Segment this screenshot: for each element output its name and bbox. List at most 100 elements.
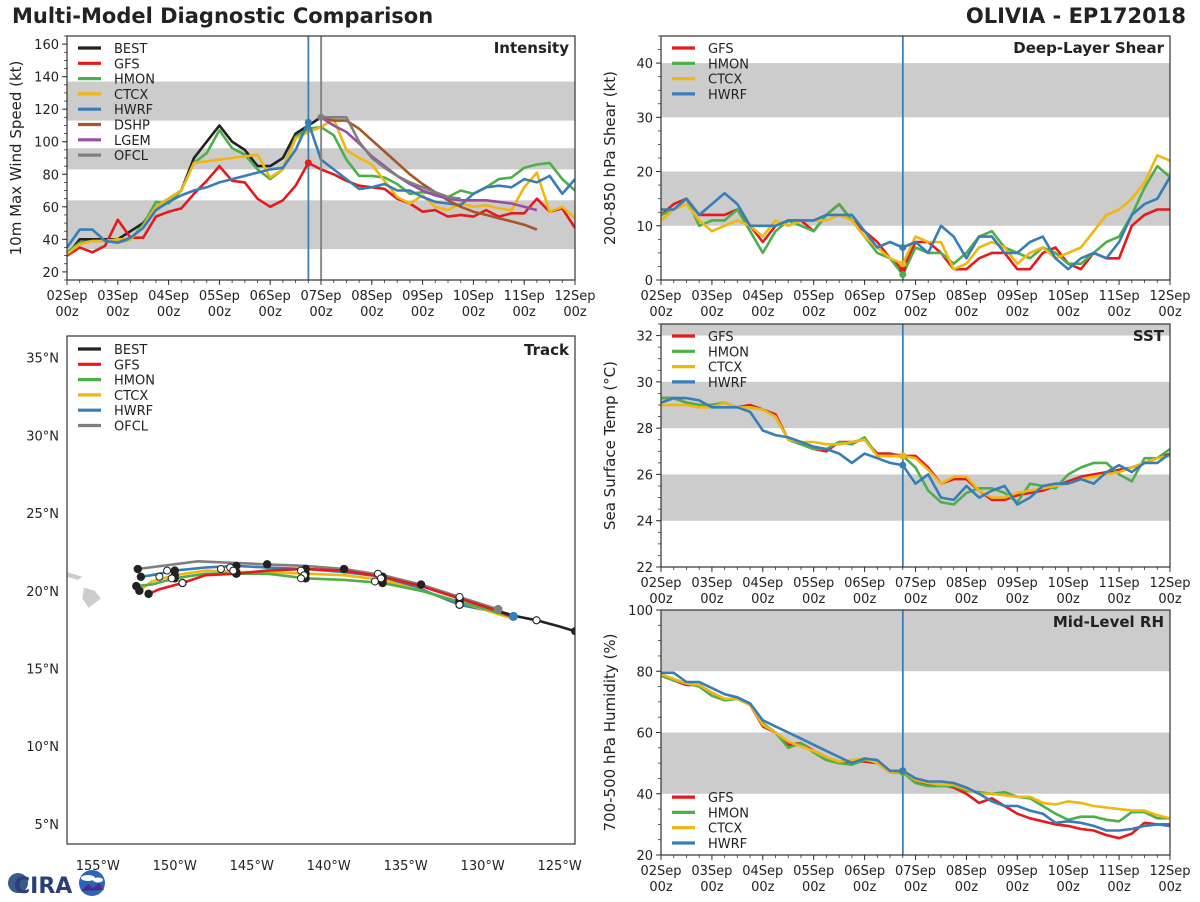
x-tick-hour: 00z: [802, 592, 826, 607]
x-tick-hour: 00z: [853, 880, 877, 895]
init-marker-hwrf: [304, 118, 312, 126]
legend-item-hmon: HMON: [672, 806, 749, 821]
legend-label: CTCX: [114, 389, 148, 404]
y-tick-label: 40: [636, 788, 653, 803]
x-tick-hour: 00z: [1006, 305, 1030, 320]
x-tick-label: 12Sep 00z: [1149, 864, 1190, 895]
track-marker-open: [370, 577, 379, 586]
x-tick-label: 11Sep 00z: [504, 289, 545, 320]
y-tick-label: 60: [42, 201, 59, 216]
x-tick-label: 02Sep 00z: [46, 289, 87, 320]
track-marker-open: [155, 572, 164, 581]
best-marker-start: [571, 627, 575, 636]
shaded-band: [661, 171, 1170, 226]
legend-label: GFS: [708, 791, 734, 806]
x-tick-hour: 00z: [106, 305, 130, 320]
x-tick-label: 12Sep 00z: [554, 289, 595, 320]
y-tick-label: 0: [645, 274, 653, 289]
x-tick-label: 04Sep 00z: [742, 576, 783, 607]
legend-label: CTCX: [708, 73, 742, 88]
series-line-ctcx: [661, 154, 1170, 271]
y-tick-label: 40: [636, 57, 653, 72]
x-tick-hour: 00z: [904, 305, 928, 320]
track-marker-filled: [262, 560, 272, 569]
x-tick-day: 06Sep: [844, 289, 885, 304]
legend-item-hmon: HMON: [78, 374, 155, 389]
track-marker-open: [296, 574, 305, 583]
x-tick-label: 08Sep 00z: [946, 576, 987, 607]
lon-tick-label: 130°W: [461, 859, 505, 874]
series-line-dshp: [320, 116, 538, 231]
lon-tick-label: 150°W: [153, 859, 197, 874]
init-marker-ctcx: [899, 260, 907, 268]
track-marker-filled: [136, 572, 146, 581]
track-marker-open: [163, 566, 172, 575]
x-tick-hour: 00z: [955, 880, 979, 895]
track-marker-open: [167, 574, 176, 583]
y-axis-label: 700-500 hPa Humidity (%): [601, 633, 619, 831]
x-tick-day: 02Sep: [640, 864, 681, 879]
x-tick-day: 11Sep: [1099, 864, 1140, 879]
x-tick-hour: 00z: [1158, 592, 1182, 607]
x-tick-label: 07Sep 00z: [895, 576, 936, 607]
init-marker-gfs: [899, 265, 907, 273]
x-tick-day: 08Sep: [946, 864, 987, 879]
panel-title: Track: [524, 341, 570, 359]
panel-track: 5°N 10°N 15°N 20°N 25°N 30°N 35°N 155°W 150°W 145…: [26, 335, 582, 874]
init-marker-hwrf: [899, 243, 907, 251]
x-tick-day: 10Sep: [1048, 289, 1089, 304]
x-tick-label: 05Sep 00z: [793, 576, 834, 607]
x-tick-hour: 00z: [649, 880, 673, 895]
y-tick-label: 20: [636, 166, 653, 181]
legend-label: GFS: [114, 358, 140, 373]
x-tick-hour: 00z: [802, 305, 826, 320]
x-tick-day: 03Sep: [97, 289, 138, 304]
x-tick-label: 10Sep 00z: [1048, 576, 1089, 607]
x-tick-label: 03Sep 00z: [691, 289, 732, 320]
x-tick-label: 05Sep 00z: [793, 864, 834, 895]
x-tick-day: 12Sep: [1149, 864, 1190, 879]
legend-label: CTCX: [708, 822, 742, 837]
x-tick-label: 10Sep 00z: [1048, 289, 1089, 320]
init-marker-hwrf: [899, 461, 907, 469]
legend-item-ofcl: OFCL: [78, 149, 149, 164]
x-tick-hour: 00z: [360, 305, 384, 320]
x-tick-day: 08Sep: [946, 289, 987, 304]
x-tick-day: 03Sep: [691, 289, 732, 304]
x-tick-hour: 00z: [853, 592, 877, 607]
x-tick-hour: 00z: [700, 880, 724, 895]
x-tick-hour: 00z: [1006, 880, 1030, 895]
globe-icon: [8, 873, 28, 893]
legend-label: HWRF: [114, 404, 153, 419]
x-tick-day: 07Sep: [300, 289, 341, 304]
lat-tick-label: 5°N: [35, 818, 60, 833]
track-marker-filled: [133, 564, 143, 574]
lat-tick-label: 30°N: [26, 429, 59, 444]
x-tick-hour: 00z: [157, 305, 181, 320]
legend-item-ctcx: CTCX: [672, 73, 742, 88]
series-line-gfs: [661, 396, 1170, 502]
legend-label: HMON: [114, 73, 155, 88]
series-line-lgem: [320, 116, 538, 212]
track-marker-filled: [416, 580, 426, 589]
x-tick-hour: 00z: [1107, 592, 1131, 607]
legend-item-best: BEST: [78, 343, 147, 358]
legend-label: GFS: [114, 57, 140, 72]
x-tick-hour: 00z: [751, 305, 775, 320]
track-marker-open: [455, 600, 464, 609]
x-tick-day: 06Sep: [250, 289, 291, 304]
x-tick-hour: 00z: [1107, 880, 1131, 895]
x-tick-day: 02Sep: [640, 289, 681, 304]
x-tick-hour: 00z: [411, 305, 435, 320]
legend-item-hwrf: HWRF: [672, 88, 747, 103]
x-tick-label: 03Sep 00z: [97, 289, 138, 320]
track-marker-open: [216, 565, 225, 574]
legend-label: LGEM: [114, 134, 151, 149]
x-tick-day: 03Sep: [691, 864, 732, 879]
y-tick-label: 30: [636, 111, 653, 126]
shaded-band: [661, 732, 1170, 794]
legend-item-ctcx: CTCX: [672, 822, 742, 837]
current-marker-hwrf: [508, 611, 518, 621]
lat-tick-label: 20°N: [26, 585, 59, 600]
